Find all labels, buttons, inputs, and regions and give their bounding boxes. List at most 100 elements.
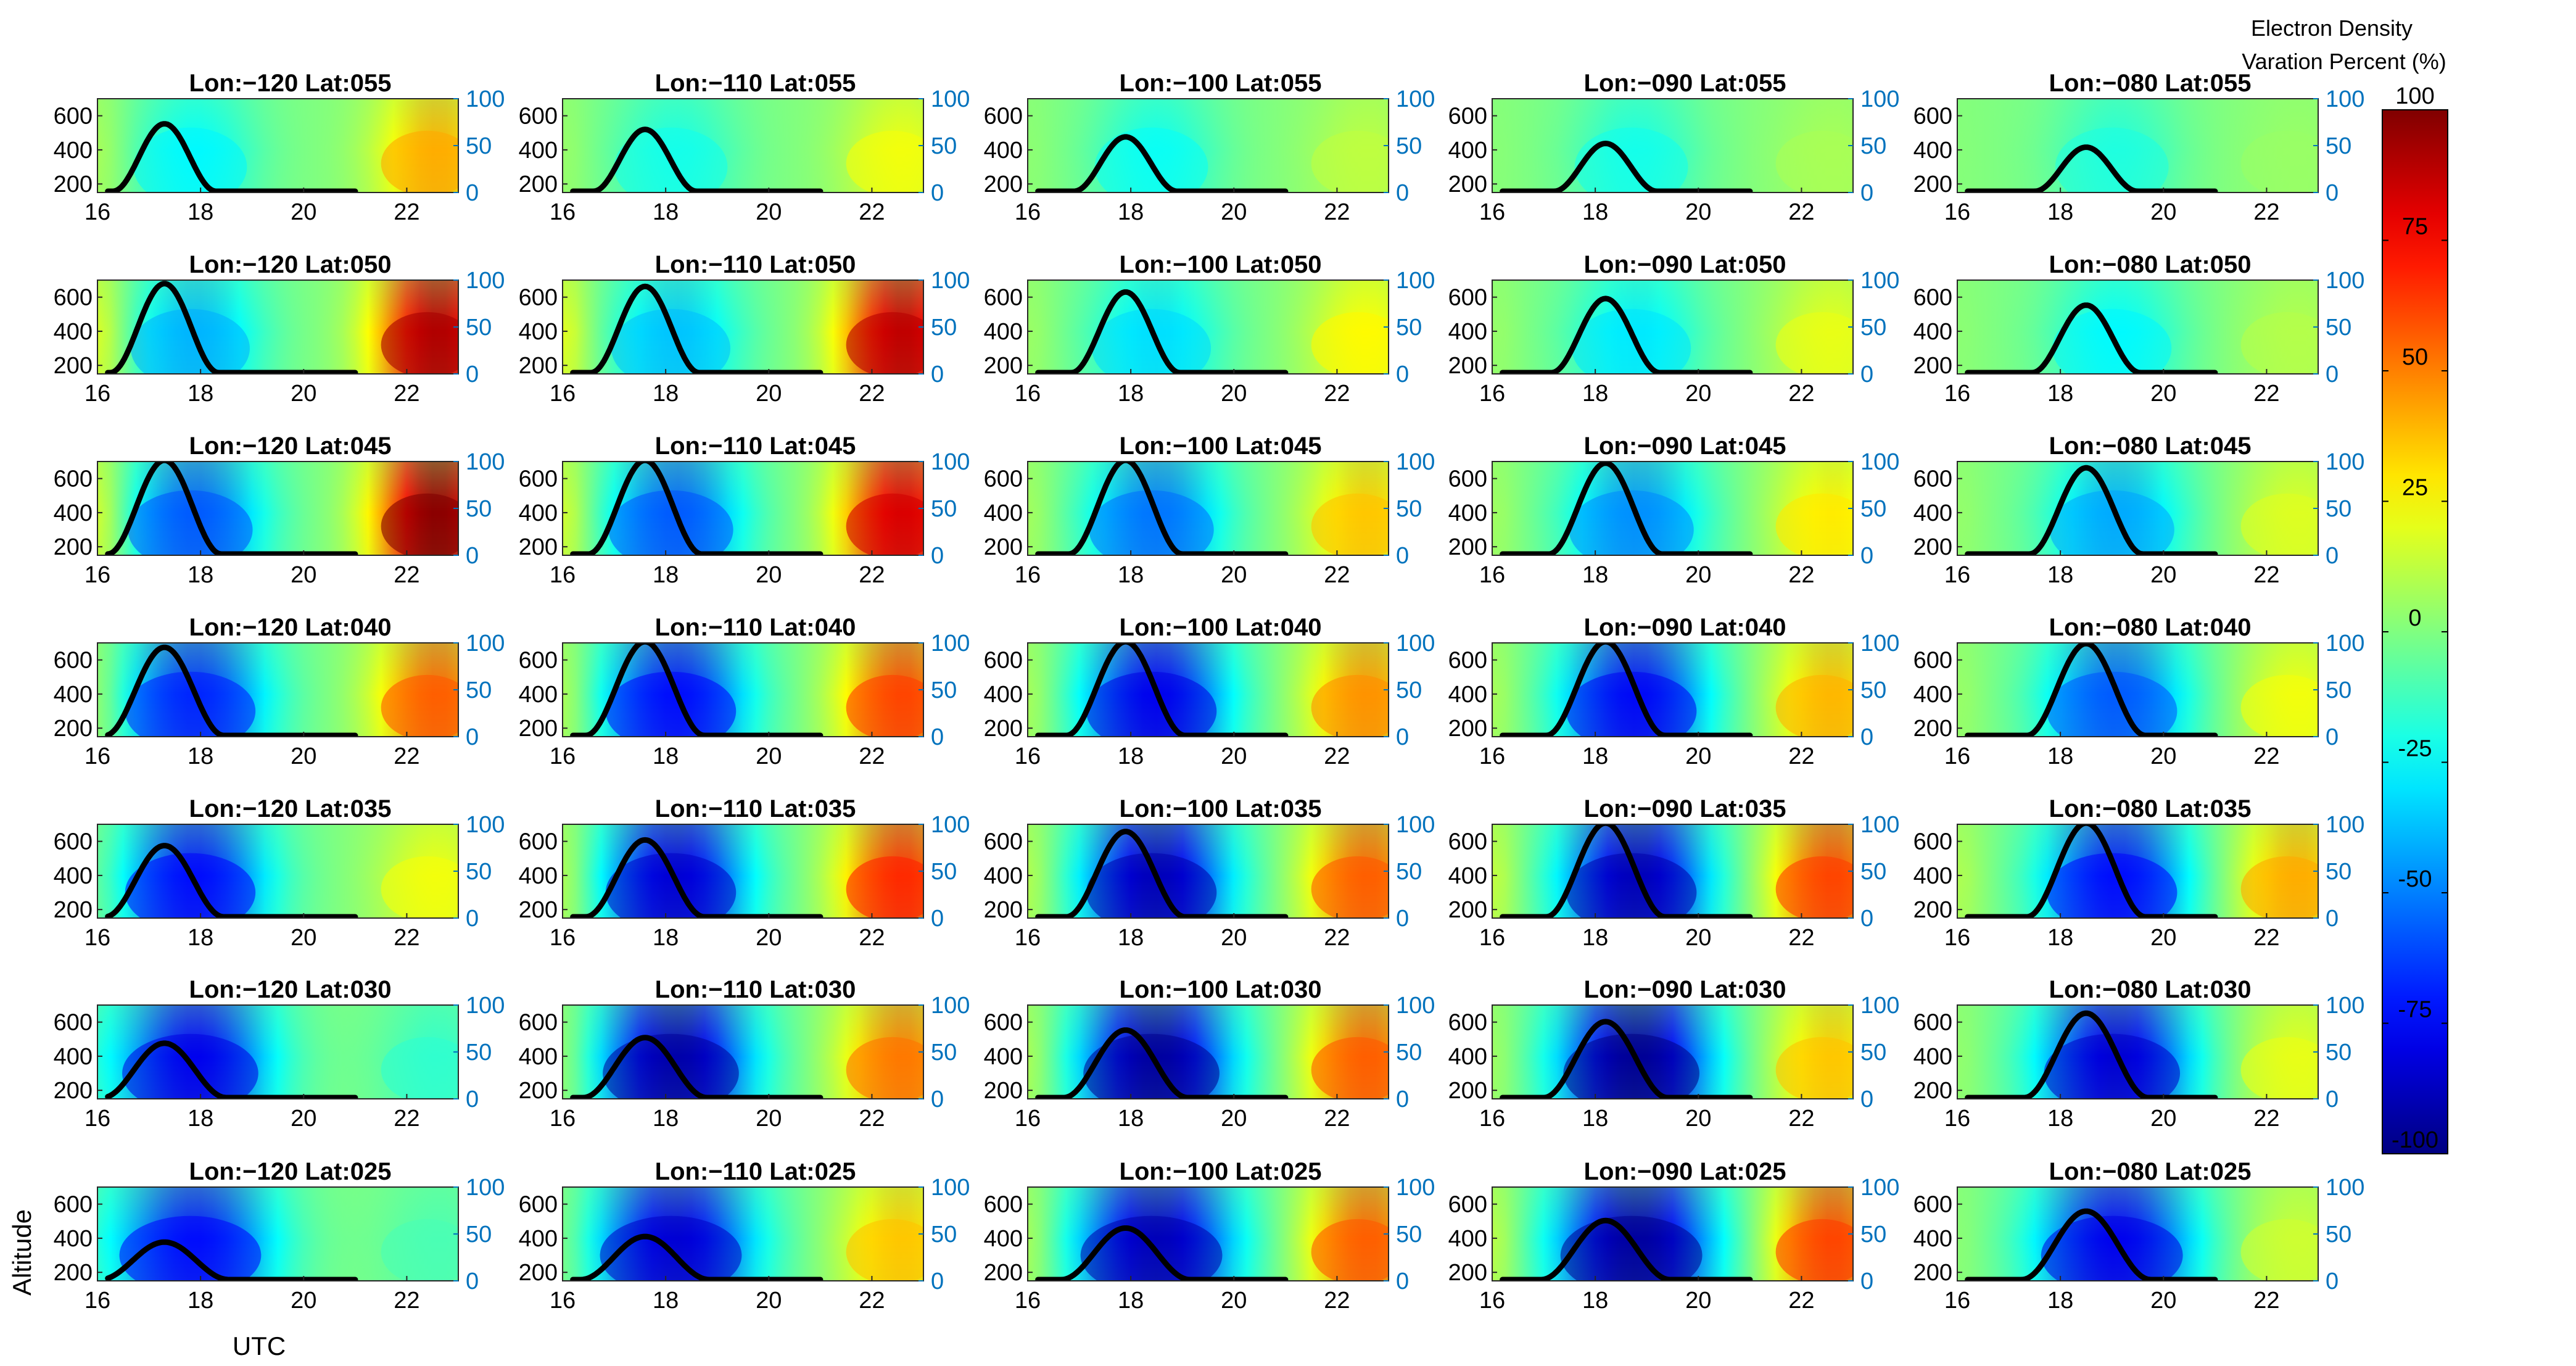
x-tick-label: 18 [188,199,213,225]
y-right-tick-label: 50 [1396,677,1422,703]
eclipse-curve [1035,289,1289,374]
x-tick-label: 20 [2150,1288,2176,1314]
y-right-tick-label: 0 [931,906,944,932]
y-left-tick-label: 200 [54,897,93,923]
x-tick-label: 18 [1118,562,1144,588]
panel-lonm100-lat025: Lon:−100 Lat:025 16 18 20 22 200 400 600 0 50 100 [984,1158,1435,1314]
y-left-tick-label: 600 [1913,829,1952,855]
enhancement-region [2240,1219,2318,1281]
depletion-region [125,853,256,918]
y-right-tick-label: 50 [1860,1222,1886,1248]
panel-title: Lon:−120 Lat:045 [189,433,392,460]
y-right-tick-label: 0 [2326,724,2339,750]
x-tick-label: 22 [859,743,885,769]
eclipse-curve [570,283,824,374]
panel-title: Lon:−110 Lat:055 [655,70,856,97]
panel-title: Lon:−110 Lat:030 [655,976,856,1003]
y-right-tick-label: 0 [466,1087,479,1112]
y-right-tick-label: 50 [931,1222,957,1248]
y-right-tick-label: 50 [466,315,492,341]
y-right-tick-label: 100 [2326,631,2364,656]
x-tick-label: 16 [1479,381,1505,407]
x-tick-label: 22 [2253,743,2279,769]
y-right-tick-label: 50 [931,496,957,522]
y-right-tick-label: 100 [466,86,505,112]
y-left-tick-label: 400 [54,319,93,345]
panel-title: Lon:−080 Lat:050 [2049,251,2252,278]
x-tick-label: 20 [1685,562,1711,588]
eclipse-curve [1500,296,1753,374]
y-left-tick-label: 600 [1448,285,1487,311]
eclipse-curve [1965,1208,2218,1281]
y-left-tick-label: 400 [1913,682,1952,708]
y-left-tick-label: 200 [519,1260,558,1286]
colorbar-ticks: 100 75 50 25 0 -25 -50 -75 -100 [2382,83,2448,1154]
x-tick-label: 18 [1582,925,1608,951]
panel-title: Lon:−100 Lat:025 [1120,1158,1322,1185]
enhancement-region [381,1037,458,1099]
y-left-tick-label: 600 [1913,1010,1952,1036]
panel-lonm100-lat045: Lon:−100 Lat:045 16 18 20 22 200 400 600 0 50 100 [984,433,1435,588]
panel-lonm120-lat030: Lon:−120 Lat:030 16 18 20 22 200 400 600 0 50 100 [54,976,505,1132]
y-left-tick-label: 400 [519,863,558,889]
y-right-tick-label: 100 [1396,86,1435,112]
y-right-tick-label: 100 [931,1175,970,1201]
colorbar-tick-label: 25 [2402,475,2428,501]
x-tick-label: 18 [188,1288,213,1314]
y-right-tick-label: 100 [1860,268,1899,294]
y-left-tick-label: 600 [519,104,558,130]
y-right-tick-label: 100 [1860,993,1899,1019]
x-tick-label: 20 [1685,743,1711,769]
y-right-tick-label: 0 [466,1269,479,1294]
x-tick-label: 20 [2150,743,2176,769]
eclipse-curve [570,837,824,918]
y-right-tick-label: 50 [466,496,492,522]
enhancement-region [1775,130,1853,192]
y-left-tick-label: 600 [1448,1010,1487,1036]
y-left-tick-label: 400 [984,138,1023,164]
y-right-tick-label: 100 [1396,631,1435,656]
enhancement-region [1775,856,1853,918]
y-left-tick-label: 200 [1448,172,1487,197]
y-left-tick-label: 600 [1448,104,1487,130]
y-left-tick-label: 400 [984,682,1023,708]
enhancement-region [2240,312,2318,374]
panel-title: Lon:−120 Lat:025 [189,1158,392,1185]
y-left-tick-label: 600 [519,285,558,311]
x-tick-label: 18 [2047,381,2073,407]
x-tick-label: 20 [1685,199,1711,225]
y-left-tick-label: 600 [1448,648,1487,674]
y-left-tick-label: 600 [54,104,93,130]
y-left-tick-label: 600 [984,1192,1023,1218]
y-left-tick-label: 600 [984,104,1023,130]
x-tick-label: 20 [1221,1106,1247,1132]
panel-title: Lon:−100 Lat:030 [1120,976,1322,1003]
y-left-tick-label: 200 [1448,1078,1487,1104]
x-tick-label: 18 [188,1106,213,1132]
eclipse-curve [1965,1010,2218,1099]
y-left-tick-label: 400 [519,682,558,708]
x-tick-label: 16 [1479,1106,1505,1132]
colorbar-gradient [2382,109,2448,1154]
y-left-tick-label: 600 [519,648,558,674]
eclipse-curve [1500,141,1753,192]
panel-title: Lon:−090 Lat:055 [1584,70,1786,97]
enhancement-region [1775,493,1853,555]
panel-lonm110-lat040: Lon:−110 Lat:040 16 18 20 22 200 400 600 0 50 100 [519,614,970,769]
depletion-region [1083,1033,1220,1099]
y-right-tick-label: 0 [1396,362,1409,387]
enhancement-region [846,493,923,555]
y-left-tick-label: 600 [519,829,558,855]
colorbar-tick-label: 0 [2408,605,2421,631]
x-tick-label: 16 [1944,1106,1970,1132]
eclipse-curve [105,281,358,374]
eclipse-curve [570,643,824,737]
x-tick-label: 16 [1479,199,1505,225]
y-left-tick-label: 400 [54,1044,93,1070]
y-right-tick-label: 0 [1860,180,1873,206]
y-right-tick-label: 100 [1860,631,1899,656]
x-tick-label: 18 [653,1106,679,1132]
y-right-tick-label: 50 [2326,1040,2351,1066]
x-tick-label: 16 [85,925,110,951]
panel-lonm100-lat055: Lon:−100 Lat:055 16 18 20 22 200 400 600 0 50 100 [984,70,1435,225]
